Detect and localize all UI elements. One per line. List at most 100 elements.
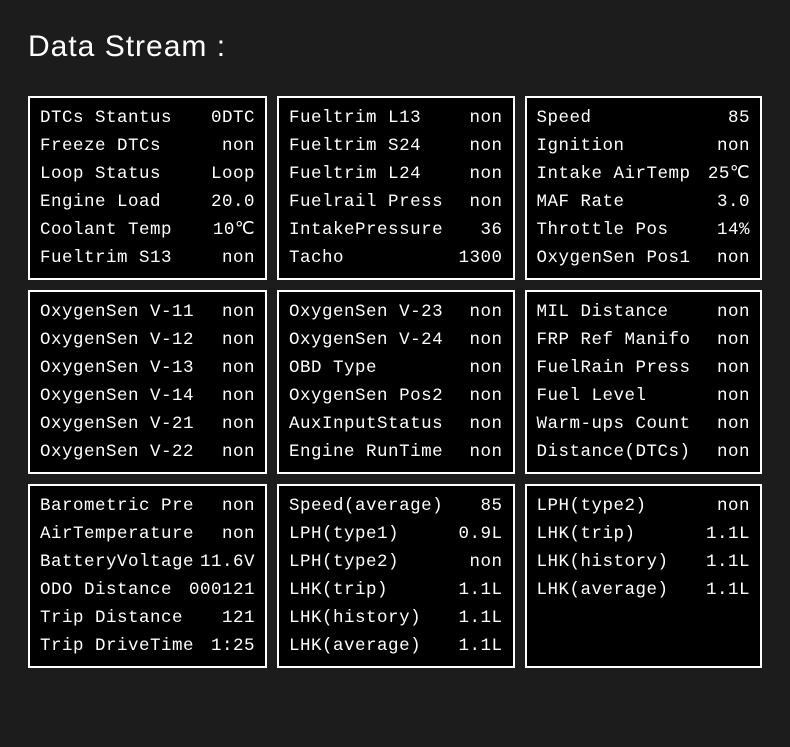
- data-value: non: [711, 244, 750, 272]
- data-row: OxygenSen V-11non: [40, 298, 255, 326]
- data-label: LPH(type2): [537, 492, 711, 520]
- data-value: non: [216, 298, 255, 326]
- data-row: Fueltrim L24non: [289, 160, 502, 188]
- data-row: Fueltrim L13non: [289, 104, 502, 132]
- data-value: non: [216, 492, 255, 520]
- data-row: OxygenSen V-22non: [40, 438, 255, 466]
- data-label: LHK(average): [537, 576, 700, 604]
- data-row: DTCs Stantus0DTC: [40, 104, 255, 132]
- data-label: Fueltrim S24: [289, 132, 463, 160]
- data-label: AuxInputStatus: [289, 410, 463, 438]
- data-value: 14%: [711, 216, 750, 244]
- data-value: 1.1L: [453, 576, 503, 604]
- data-panel: DTCs Stantus0DTCFreeze DTCsnonLoop Statu…: [28, 96, 267, 280]
- data-row: LHK(average)1.1L: [537, 576, 750, 604]
- data-row: OxygenSen V-14non: [40, 382, 255, 410]
- data-label: BatteryVoltage: [40, 548, 194, 576]
- data-row: Speed(average)85: [289, 492, 502, 520]
- data-row: Distance(DTCs)non: [537, 438, 750, 466]
- data-label: Speed: [537, 104, 722, 132]
- data-label: IntakePressure: [289, 216, 474, 244]
- data-label: LPH(type1): [289, 520, 452, 548]
- data-label: Fueltrim L24: [289, 160, 463, 188]
- data-value: non: [711, 438, 750, 466]
- data-label: Engine Load: [40, 188, 205, 216]
- data-row: Coolant Temp10℃: [40, 216, 255, 244]
- data-panel: Speed(average)85LPH(type1)0.9LLPH(type2)…: [277, 484, 514, 668]
- data-row: OxygenSen V-21non: [40, 410, 255, 438]
- data-label: MIL Distance: [537, 298, 711, 326]
- data-label: LHK(history): [289, 604, 452, 632]
- data-label: LHK(average): [289, 632, 452, 660]
- data-row: Fueltrim S24non: [289, 132, 502, 160]
- data-label: Trip Distance: [40, 604, 216, 632]
- data-panel: OxygenSen V-11nonOxygenSen V-12nonOxygen…: [28, 290, 267, 474]
- data-label: DTCs Stantus: [40, 104, 205, 132]
- data-label: LHK(trip): [537, 520, 700, 548]
- data-value: non: [464, 326, 503, 354]
- data-label: OxygenSen V-23: [289, 298, 463, 326]
- data-label: OxygenSen Pos1: [537, 244, 711, 272]
- data-row: MAF Rate3.0: [537, 188, 750, 216]
- data-value: 1.1L: [700, 548, 750, 576]
- data-value: non: [464, 438, 503, 466]
- data-value: 25℃: [702, 160, 750, 188]
- data-label: OxygenSen V-13: [40, 354, 216, 382]
- data-row: Tacho1300: [289, 244, 502, 272]
- data-panel: LPH(type2)nonLHK(trip)1.1LLHK(history)1.…: [525, 484, 762, 668]
- data-label: FRP Ref Manifo: [537, 326, 711, 354]
- data-value: 20.0: [205, 188, 255, 216]
- data-label: Fueltrim S13: [40, 244, 216, 272]
- data-row: Speed85: [537, 104, 750, 132]
- data-value: non: [464, 410, 503, 438]
- data-value: non: [711, 298, 750, 326]
- data-value: 3.0: [711, 188, 750, 216]
- data-row: Freeze DTCsnon: [40, 132, 255, 160]
- data-row: Engine Load20.0: [40, 188, 255, 216]
- data-label: OxygenSen Pos2: [289, 382, 463, 410]
- data-value: 0.9L: [453, 520, 503, 548]
- data-value: non: [711, 354, 750, 382]
- data-value: non: [711, 382, 750, 410]
- data-label: MAF Rate: [537, 188, 711, 216]
- data-value: non: [464, 298, 503, 326]
- data-row: Barometric Prenon: [40, 492, 255, 520]
- data-row: Warm-ups Countnon: [537, 410, 750, 438]
- data-value: non: [216, 410, 255, 438]
- data-value: non: [216, 382, 255, 410]
- data-value: non: [711, 326, 750, 354]
- data-label: Speed(average): [289, 492, 474, 520]
- data-row: Ignitionnon: [537, 132, 750, 160]
- data-label: OxygenSen V-11: [40, 298, 216, 326]
- data-label: Throttle Pos: [537, 216, 711, 244]
- data-label: Trip DriveTime: [40, 632, 205, 660]
- data-value: non: [464, 160, 503, 188]
- data-value: 36: [475, 216, 503, 244]
- data-row: Fuelrail Pressnon: [289, 188, 502, 216]
- data-value: non: [216, 354, 255, 382]
- page-title: Data Stream :: [28, 30, 762, 64]
- data-label: Fuelrail Press: [289, 188, 463, 216]
- data-label: AirTemperature: [40, 520, 216, 548]
- data-label: OxygenSen V-12: [40, 326, 216, 354]
- data-row: OxygenSen V-13non: [40, 354, 255, 382]
- data-value: 1300: [453, 244, 503, 272]
- data-value: non: [464, 382, 503, 410]
- data-value: non: [216, 244, 255, 272]
- data-value: non: [711, 410, 750, 438]
- data-label: Fueltrim L13: [289, 104, 463, 132]
- data-label: FuelRain Press: [537, 354, 711, 382]
- data-value: non: [464, 354, 503, 382]
- data-label: OxygenSen V-22: [40, 438, 216, 466]
- data-row: BatteryVoltage11.6V: [40, 548, 255, 576]
- data-row: Fuel Levelnon: [537, 382, 750, 410]
- data-row: Loop StatusLoop: [40, 160, 255, 188]
- data-row: Fueltrim S13non: [40, 244, 255, 272]
- data-row: OxygenSen V-12non: [40, 326, 255, 354]
- data-row: LPH(type2)non: [289, 548, 502, 576]
- data-row: LPH(type2)non: [537, 492, 750, 520]
- data-value: Loop: [205, 160, 255, 188]
- data-value: non: [711, 132, 750, 160]
- data-label: OxygenSen V-21: [40, 410, 216, 438]
- data-grid: DTCs Stantus0DTCFreeze DTCsnonLoop Statu…: [28, 96, 762, 668]
